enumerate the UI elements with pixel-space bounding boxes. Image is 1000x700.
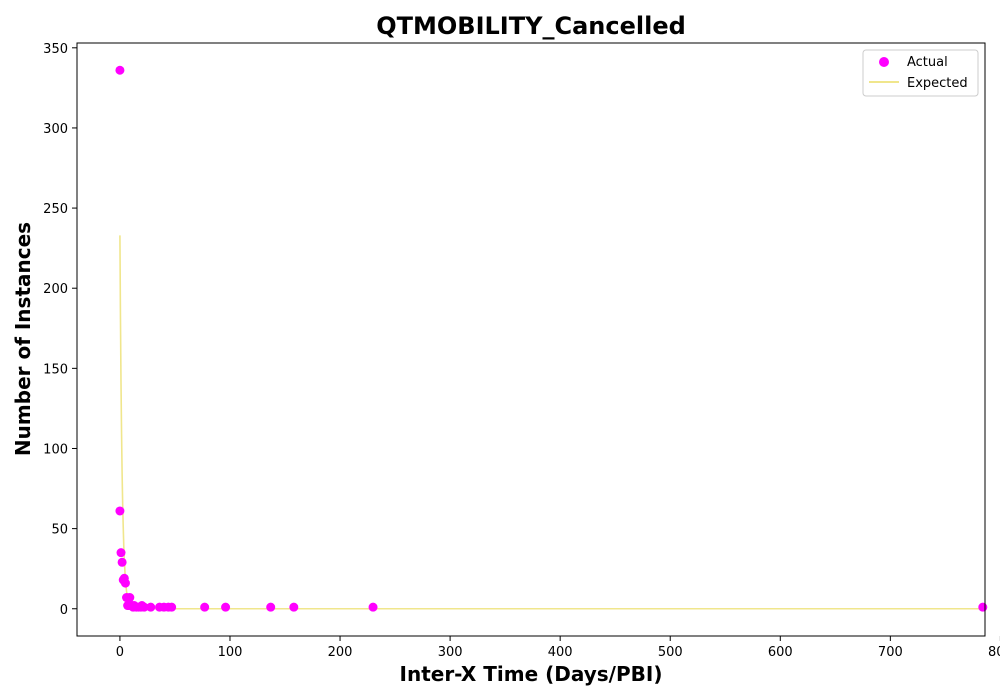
actual-point xyxy=(115,506,125,516)
plot-area xyxy=(115,65,988,612)
actual-point xyxy=(978,602,988,612)
x-tick-label: 200 xyxy=(328,645,353,660)
y-tick-label: 250 xyxy=(43,202,68,217)
x-tick-label: 800 xyxy=(988,645,1000,660)
x-tick-label: 0 xyxy=(116,645,124,660)
legend: Actual Expected xyxy=(862,49,979,97)
y-tick-label: 300 xyxy=(43,122,68,137)
actual-point xyxy=(116,548,126,558)
y-axis: 0 50 100 150 200 250 300 350 xyxy=(43,42,77,618)
actual-point xyxy=(117,557,127,567)
actual-point xyxy=(368,602,378,612)
x-tick-label: 400 xyxy=(548,645,573,660)
x-tick-label: 500 xyxy=(658,645,683,660)
x-tick-label: 100 xyxy=(218,645,243,660)
actual-point xyxy=(200,602,210,612)
actual-point xyxy=(167,602,177,612)
y-tick-label: 100 xyxy=(43,442,68,457)
legend-box xyxy=(862,49,979,97)
legend-actual-marker xyxy=(879,57,889,67)
y-axis-label: Number of Instances xyxy=(11,222,35,456)
expected-line xyxy=(119,235,983,610)
x-axis-label: Inter-X Time (Days/PBI) xyxy=(400,662,663,686)
chart-title: QTMOBILITY_Cancelled xyxy=(376,12,686,40)
legend-expected-label: Expected xyxy=(907,76,968,91)
legend-actual-label: Actual xyxy=(907,55,948,70)
y-tick-label: 150 xyxy=(43,362,68,377)
y-tick-label: 200 xyxy=(43,282,68,297)
y-tick-label: 350 xyxy=(43,42,68,57)
actual-point xyxy=(146,602,156,612)
x-tick-label: 700 xyxy=(878,645,903,660)
y-tick-label: 0 xyxy=(60,603,68,618)
actual-point xyxy=(120,578,130,588)
x-tick-label: 300 xyxy=(438,645,463,660)
x-axis: 0 100 200 300 400 500 600 700 800 xyxy=(116,636,1000,660)
y-tick-label: 50 xyxy=(51,523,68,538)
plot-frame xyxy=(76,42,986,637)
actual-point xyxy=(266,602,276,612)
x-tick-label: 600 xyxy=(768,645,793,660)
actual-point xyxy=(221,602,231,612)
actual-point xyxy=(115,65,125,75)
actual-point xyxy=(139,602,149,612)
actual-point xyxy=(125,593,135,603)
actual-point xyxy=(289,602,299,612)
